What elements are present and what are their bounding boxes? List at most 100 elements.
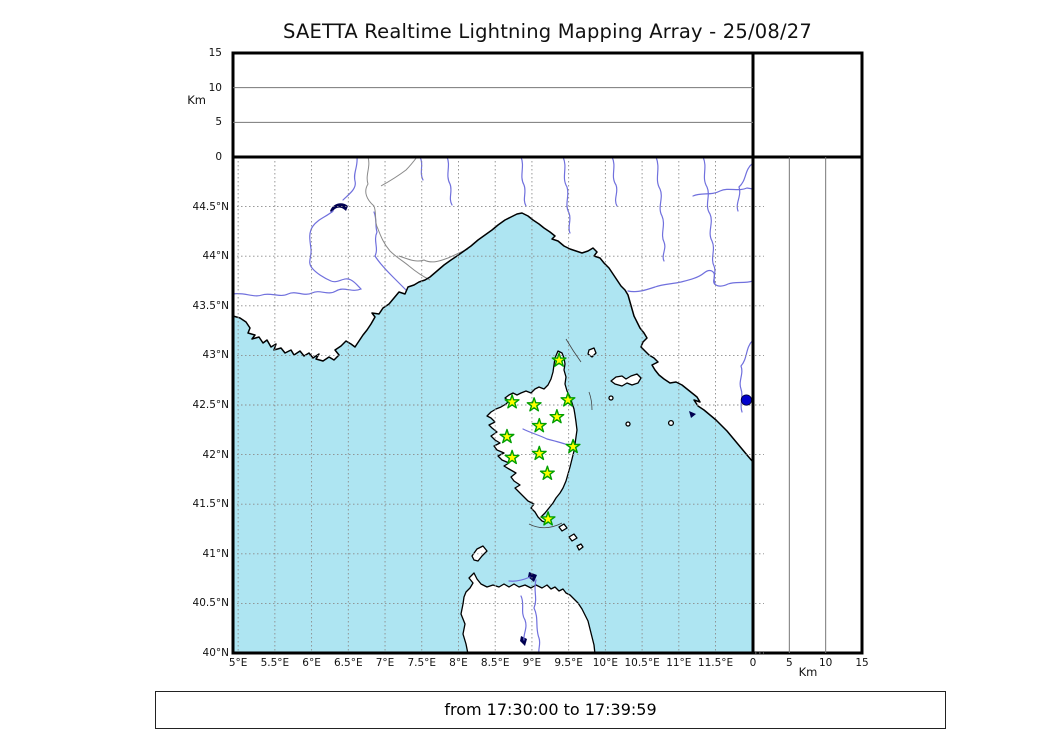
altitude-panel [231, 51, 755, 159]
elba-island [610, 373, 642, 387]
lon-tick-label: 6°E [302, 657, 321, 669]
station-star-marker [499, 428, 515, 444]
canyon-line [528, 522, 563, 529]
river [533, 579, 541, 653]
lon-tick-label: 9.5°E [554, 657, 583, 669]
lon-tick-label: 11°E [666, 657, 692, 669]
station-star-marker [565, 438, 581, 454]
river [702, 157, 716, 284]
border-line [365, 157, 431, 281]
station-star-marker [540, 511, 556, 526]
station-star-marker [531, 445, 547, 461]
station-star-marker [539, 465, 555, 480]
lon-tick-label: 8°E [449, 657, 468, 669]
river-golo [522, 428, 572, 447]
river [562, 157, 571, 234]
maddalena-islands [558, 523, 584, 551]
coastline-mainland [233, 212, 753, 463]
station-star-marker [526, 397, 542, 412]
event-dot [740, 394, 752, 406]
canyon-line [588, 391, 593, 411]
lat-tick-label: 44°N [202, 250, 229, 263]
station-star-marker [504, 449, 520, 465]
canyon-line [565, 338, 582, 363]
lat-tick-label: 43°N [202, 349, 229, 362]
lake-sardinia-south [520, 636, 527, 646]
lon-tick-label: 6.5°E [334, 657, 363, 669]
canyon-lines [528, 338, 593, 529]
lon-tick-label: 9°E [522, 657, 542, 669]
lat-tick-label: 40°N [202, 647, 229, 659]
giglio-island [667, 419, 675, 427]
pianosa-island [608, 395, 614, 401]
right-panel-gridlines [788, 157, 827, 653]
lat-tick-label: 43.5°N [192, 299, 229, 312]
altitude-tick-label: 5 [215, 116, 222, 129]
border-line [380, 157, 418, 187]
lightning-stations [499, 352, 581, 526]
river [446, 157, 453, 206]
river [611, 157, 618, 207]
river [520, 595, 527, 641]
lat-tick-label: 41.5°N [192, 498, 229, 511]
river [373, 211, 407, 291]
river [736, 162, 753, 212]
map-area [233, 157, 753, 653]
station-star-marker [531, 417, 547, 433]
right-altitude-tick-label: 15 [855, 657, 869, 669]
river [342, 157, 358, 201]
map-gridlines [233, 157, 753, 653]
right-altitude-axis-label: Km [798, 665, 818, 679]
lat-tick-label: 41°N [202, 547, 229, 560]
lat-tick-label: 44.5°N [192, 200, 229, 213]
altitude-axis-label: Km [187, 93, 206, 107]
altitude-panel-gridlines [233, 87, 753, 123]
lake-serre-poncon [330, 203, 348, 213]
altitude-tick-label: 0 [215, 151, 222, 163]
altitude-tick-label: 15 [208, 47, 222, 59]
river [655, 157, 666, 262]
map-frame [231, 155, 755, 655]
river-arno [627, 269, 753, 293]
lake-coghinas [528, 572, 537, 582]
river [419, 157, 424, 181]
right-panel-lat-ticks [755, 206, 764, 654]
lightning-events [740, 394, 752, 406]
rivers [233, 157, 753, 653]
lon-tick-label: 8.5°E [480, 657, 510, 669]
river [520, 157, 527, 207]
lat-tick-label: 42.5°N [192, 399, 229, 411]
lon-tick-label: 7.5°E [407, 657, 437, 669]
orbetello-lagoon [689, 411, 696, 418]
country-borders [365, 157, 469, 281]
station-star-marker [504, 394, 520, 409]
river [508, 576, 531, 582]
plot-title: SAETTA Realtime Lightning Mapping Array … [283, 20, 812, 43]
lon-tick-label: 5°E [228, 657, 248, 669]
river [233, 210, 363, 297]
right-altitude-tick-label: 10 [818, 657, 833, 669]
station-star-marker [560, 392, 576, 407]
lon-tick-label: 10°E [592, 657, 618, 669]
mainland-land [233, 157, 753, 462]
lon-tick-label: 5.5°E [260, 657, 290, 669]
altitude-tick-label: 10 [208, 81, 222, 94]
river [692, 187, 753, 197]
station-star-marker [551, 352, 567, 367]
lon-tick-label: 10.5°E [624, 657, 660, 669]
montecristo-island [625, 421, 631, 427]
station-star-marker [549, 409, 565, 424]
right-altitude-tick-label: 5 [785, 657, 793, 669]
lon-tick-label: 11.5°E [697, 657, 734, 669]
right-altitude-panel [751, 155, 864, 655]
lat-tick-label: 40.5°N [192, 597, 229, 610]
right-altitude-tick-label: 0 [749, 657, 757, 669]
lon-tick-label: 7°E [375, 657, 395, 669]
lakes [330, 203, 696, 646]
time-range-bar: from 17:30:00 to 17:39:59 [155, 691, 946, 729]
corner-panel [751, 51, 864, 159]
lat-tick-label: 42°N [202, 448, 229, 461]
asinara-island [471, 545, 488, 562]
